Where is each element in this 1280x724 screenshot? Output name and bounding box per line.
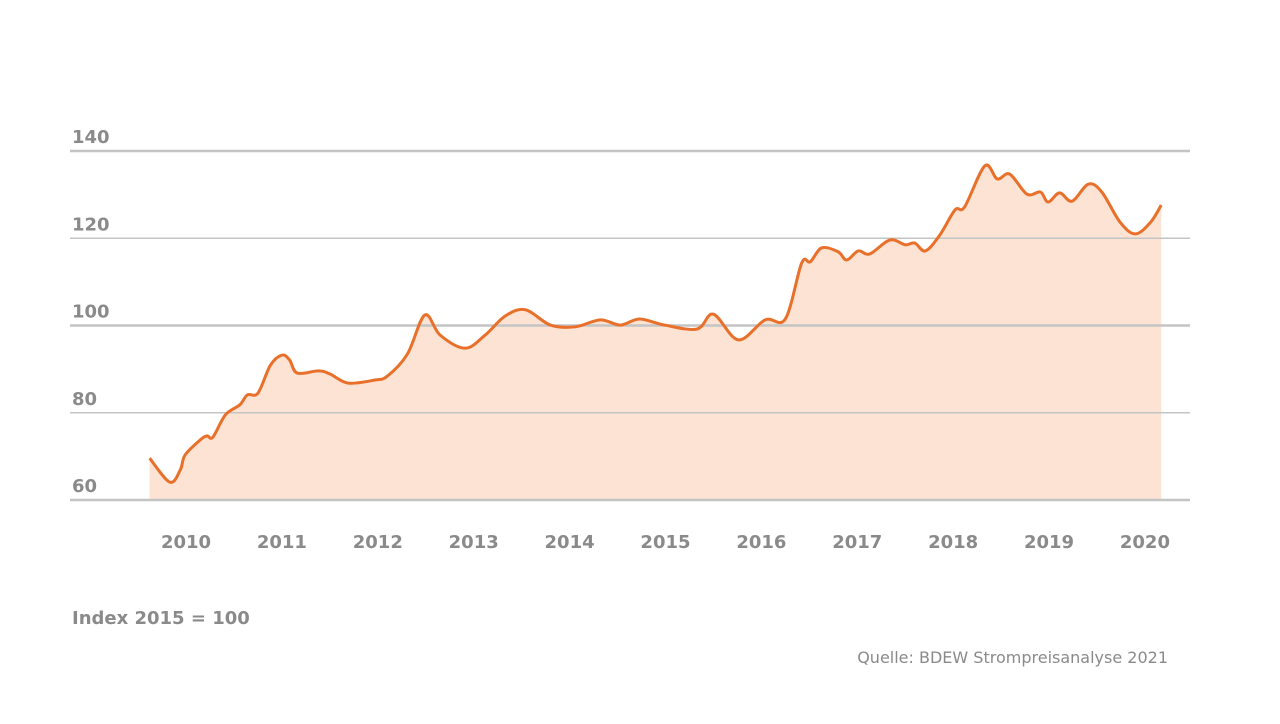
line (148, 163, 1163, 484)
x-tick-label: 2010 (161, 532, 211, 553)
area-fill (149, 165, 1162, 500)
y-tick-label: 120 (72, 214, 110, 235)
y-tick-label: 80 (72, 389, 97, 410)
x-tick-label: 2013 (449, 532, 499, 553)
x-tick-label: 2019 (1024, 532, 1074, 553)
x-tick-label: 2012 (353, 532, 403, 553)
x-tick-label: 2016 (736, 532, 786, 553)
y-tick-label: 100 (72, 302, 110, 323)
x-tick-label: 2014 (545, 532, 595, 553)
x-tick-label: 2017 (832, 532, 882, 553)
x-tick-label: 2015 (640, 532, 690, 553)
x-tick-label: 2011 (257, 532, 307, 553)
y-tick-label: 60 (72, 476, 97, 497)
x-tick-label: 2018 (928, 532, 978, 553)
index-note: Index 2015 = 100 (72, 608, 250, 629)
source: Quelle: BDEW Strompreisanalyse 2021 (857, 648, 1168, 667)
y-tick-label: 140 (72, 127, 110, 148)
x-tick-label: 2020 (1120, 532, 1170, 553)
